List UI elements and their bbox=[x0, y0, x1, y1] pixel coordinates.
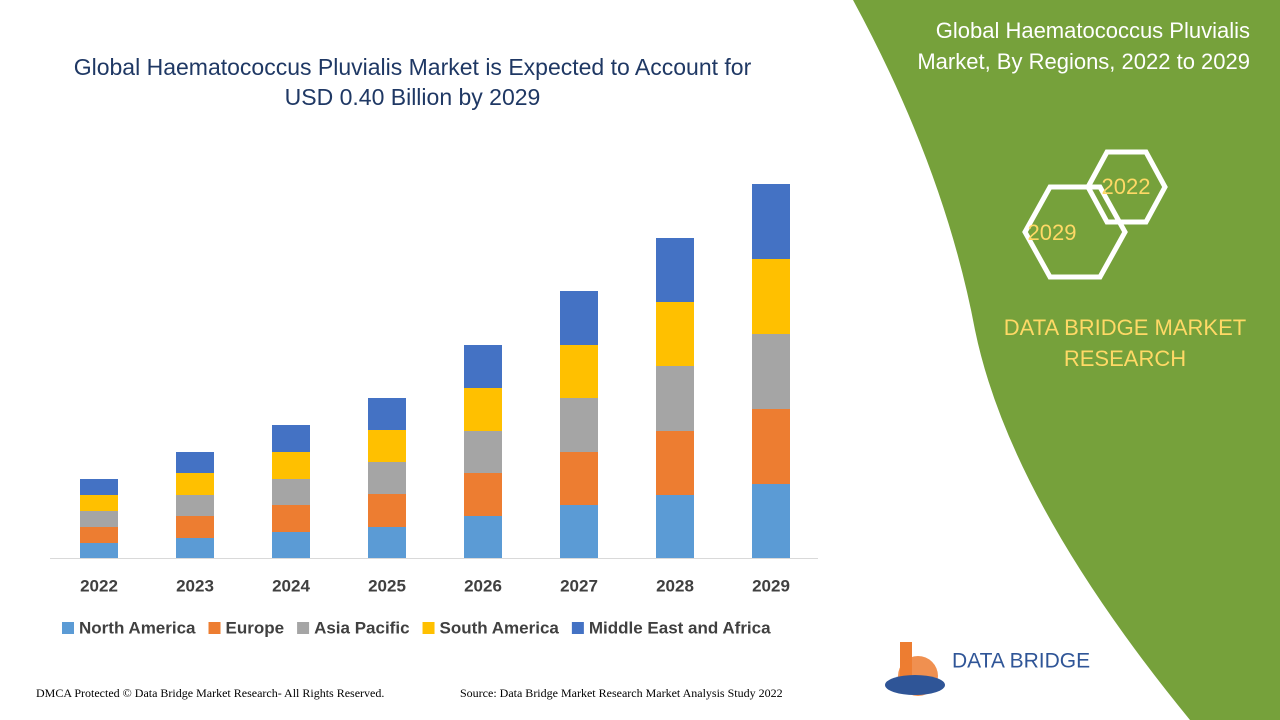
side-panel bbox=[853, 0, 1280, 720]
bar-segment bbox=[464, 431, 502, 473]
x-tick-label: 2026 bbox=[464, 576, 502, 595]
bar-segment bbox=[80, 543, 118, 558]
bar-segment bbox=[368, 494, 406, 527]
bar-segment bbox=[656, 431, 694, 495]
hexagon bbox=[1085, 149, 1168, 225]
bar-segment bbox=[80, 511, 118, 527]
legend-swatch bbox=[62, 622, 74, 634]
panel-title: Global Haematococcus Pluvialis Market, B… bbox=[917, 18, 1250, 74]
bar-segment bbox=[368, 398, 406, 430]
x-tick-label: 2024 bbox=[272, 576, 310, 595]
bar-segment bbox=[656, 302, 694, 366]
bar-segment bbox=[368, 430, 406, 462]
bar-segment bbox=[656, 366, 694, 431]
bar-segment bbox=[656, 495, 694, 558]
chart-title: Global Haematococcus Pluvialis Market is… bbox=[73, 54, 752, 110]
bar-segment bbox=[560, 398, 598, 452]
bar-segment bbox=[272, 479, 310, 505]
bar-segment bbox=[560, 345, 598, 398]
brand-text: DATA BRIDGE MARKET RESEARCH bbox=[1003, 315, 1247, 371]
legend-label: South America bbox=[440, 618, 560, 637]
bar-segment bbox=[752, 184, 790, 259]
bar-segment bbox=[80, 527, 118, 543]
x-tick-label: 2028 bbox=[656, 576, 694, 595]
legend-swatch bbox=[208, 622, 221, 634]
bar-segment bbox=[560, 452, 598, 505]
footer-left: DMCA Protected © Data Bridge Market Rese… bbox=[36, 686, 385, 700]
legend-swatch bbox=[422, 622, 435, 634]
bar-segment bbox=[176, 495, 214, 516]
bar-segment bbox=[176, 538, 214, 558]
bar-segment bbox=[176, 473, 214, 495]
hex-label: 2029 bbox=[1028, 220, 1077, 245]
legend-swatch bbox=[571, 622, 584, 634]
x-tick-label: 2027 bbox=[560, 576, 598, 595]
legend-label: North America bbox=[79, 618, 196, 637]
x-tick-label: 2023 bbox=[176, 576, 214, 595]
legend-label: Middle East and Africa bbox=[589, 618, 771, 637]
logo-text: DATA BRIDGE bbox=[952, 650, 1090, 673]
bar-segment bbox=[464, 473, 502, 516]
bar-segment bbox=[464, 388, 502, 431]
hex-label: 2022 bbox=[1102, 174, 1151, 199]
bar-segment bbox=[80, 479, 118, 495]
x-tick-label: 2025 bbox=[368, 576, 406, 595]
bar-segment bbox=[560, 505, 598, 558]
logo-swoosh bbox=[885, 675, 945, 695]
bar-segment bbox=[752, 409, 790, 484]
x-tick-label: 2022 bbox=[80, 576, 118, 595]
bar-segment bbox=[272, 532, 310, 558]
bar-segment bbox=[752, 259, 790, 334]
bar-segment bbox=[272, 452, 310, 479]
x-tick-label: 2029 bbox=[752, 576, 790, 595]
bar-segment bbox=[464, 516, 502, 558]
bar-segment bbox=[368, 462, 406, 494]
bar-segment bbox=[752, 334, 790, 409]
bar-segment bbox=[272, 425, 310, 452]
bar-segment bbox=[656, 238, 694, 302]
legend-label: Asia Pacific bbox=[314, 618, 409, 637]
logo: DATA BRIDGE bbox=[885, 642, 1090, 696]
bar-segment bbox=[80, 495, 118, 511]
bar-segment bbox=[560, 291, 598, 345]
bar-segment bbox=[368, 527, 406, 558]
bar-segment bbox=[752, 484, 790, 558]
legend-swatch bbox=[297, 622, 310, 634]
legend-label: Europe bbox=[226, 618, 285, 637]
bar-segment bbox=[176, 516, 214, 538]
bar-segment bbox=[464, 345, 502, 388]
hexagon bbox=[1022, 184, 1128, 280]
bar-segment bbox=[176, 452, 214, 473]
footer-right: Source: Data Bridge Market Research Mark… bbox=[460, 686, 783, 700]
bar-segment bbox=[272, 505, 310, 532]
